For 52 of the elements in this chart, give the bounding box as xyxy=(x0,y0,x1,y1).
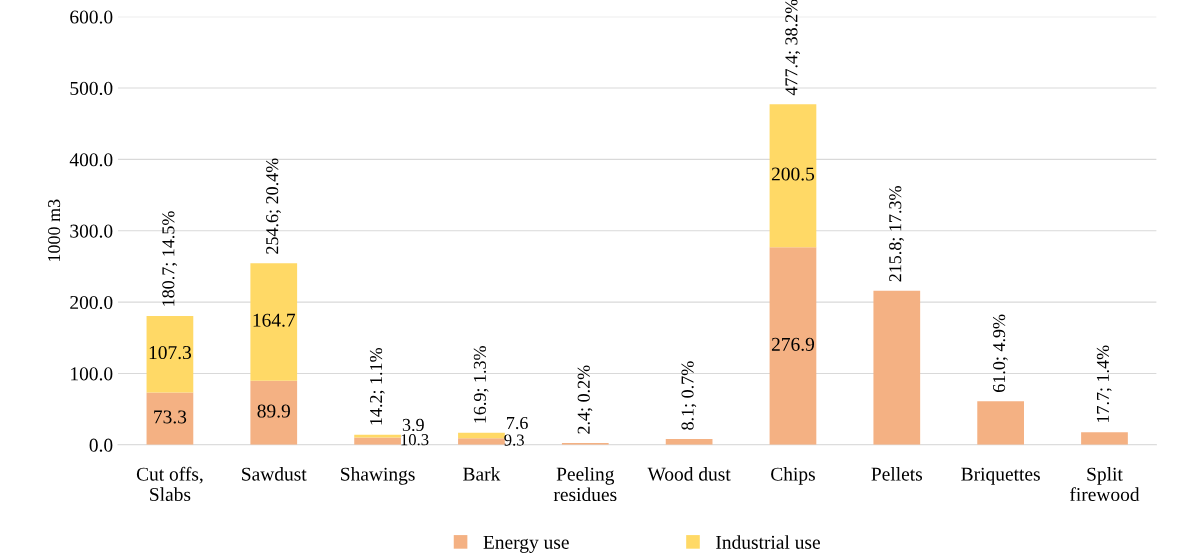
y-tick-label: 600.0 xyxy=(70,10,113,24)
y-tick-label: 400.0 xyxy=(69,153,113,167)
y-tick-label: 200.0 xyxy=(70,295,113,310)
x-tick-label: Bark xyxy=(463,467,501,481)
y-tick-label: 500.0 xyxy=(70,81,113,96)
bar xyxy=(146,392,194,445)
bar xyxy=(1081,432,1128,445)
x-tick-label: Shawings xyxy=(341,467,415,485)
total-label: 477.4; 38.2% xyxy=(785,0,801,96)
total-label: 16.9; 1.3% xyxy=(473,346,489,423)
total-label: 8.1; 0.7% xyxy=(681,361,697,430)
x-tick-label: Split firewood xyxy=(1069,467,1140,502)
y-axis-title: 1000 m3 xyxy=(47,199,61,261)
x-tick-label: Peeling residues xyxy=(553,467,617,502)
x-tick-label: Cut offs, Slabs xyxy=(136,466,203,502)
x-tick-label: Sawdust xyxy=(242,467,307,481)
x-tick-label: Chips xyxy=(771,467,815,485)
x-tick-label: Pellets xyxy=(871,467,923,481)
total-label: 215.8; 17.3% xyxy=(889,186,904,282)
x-tick-label: Briquettes xyxy=(961,467,1040,485)
total-label: 254.6; 20.4% xyxy=(266,158,281,254)
bar xyxy=(458,432,505,439)
bar xyxy=(769,247,817,445)
bar xyxy=(873,290,921,445)
x-tick-label: Wood dust xyxy=(647,467,731,481)
data-label: 9.3 xyxy=(504,434,524,446)
y-tick-label: 300.0 xyxy=(70,224,113,238)
y-tick-label: 0.0 xyxy=(89,438,113,452)
bar xyxy=(146,315,194,393)
y-tick-label: 100.0 xyxy=(71,367,113,381)
total-label: 61.0; 4.9% xyxy=(992,314,1008,392)
total-label: 2.4; 0.2% xyxy=(577,365,593,434)
data-label: 89.9 xyxy=(257,404,290,418)
data-label: 276.9 xyxy=(771,337,815,351)
total-label: 14.2; 1.1% xyxy=(369,347,385,425)
data-label: 10.3 xyxy=(401,434,429,446)
legend-label: Industrial use xyxy=(716,535,820,549)
data-label: 7.6 xyxy=(507,416,528,430)
data-label: 3.9 xyxy=(402,418,424,432)
legend-label: Energy use xyxy=(483,535,569,553)
data-label: 73.3 xyxy=(154,410,187,424)
bar xyxy=(354,437,401,445)
bar xyxy=(769,104,817,248)
bar xyxy=(250,263,298,381)
total-label: 17.7; 1.4% xyxy=(1096,345,1112,423)
bar xyxy=(250,380,298,445)
bar xyxy=(977,401,1024,445)
data-label: 164.7 xyxy=(253,313,296,327)
total-label: 180.7; 14.5% xyxy=(162,211,178,306)
data-label: 107.3 xyxy=(149,345,192,360)
data-label: 200.5 xyxy=(771,167,815,181)
bar xyxy=(458,438,505,445)
